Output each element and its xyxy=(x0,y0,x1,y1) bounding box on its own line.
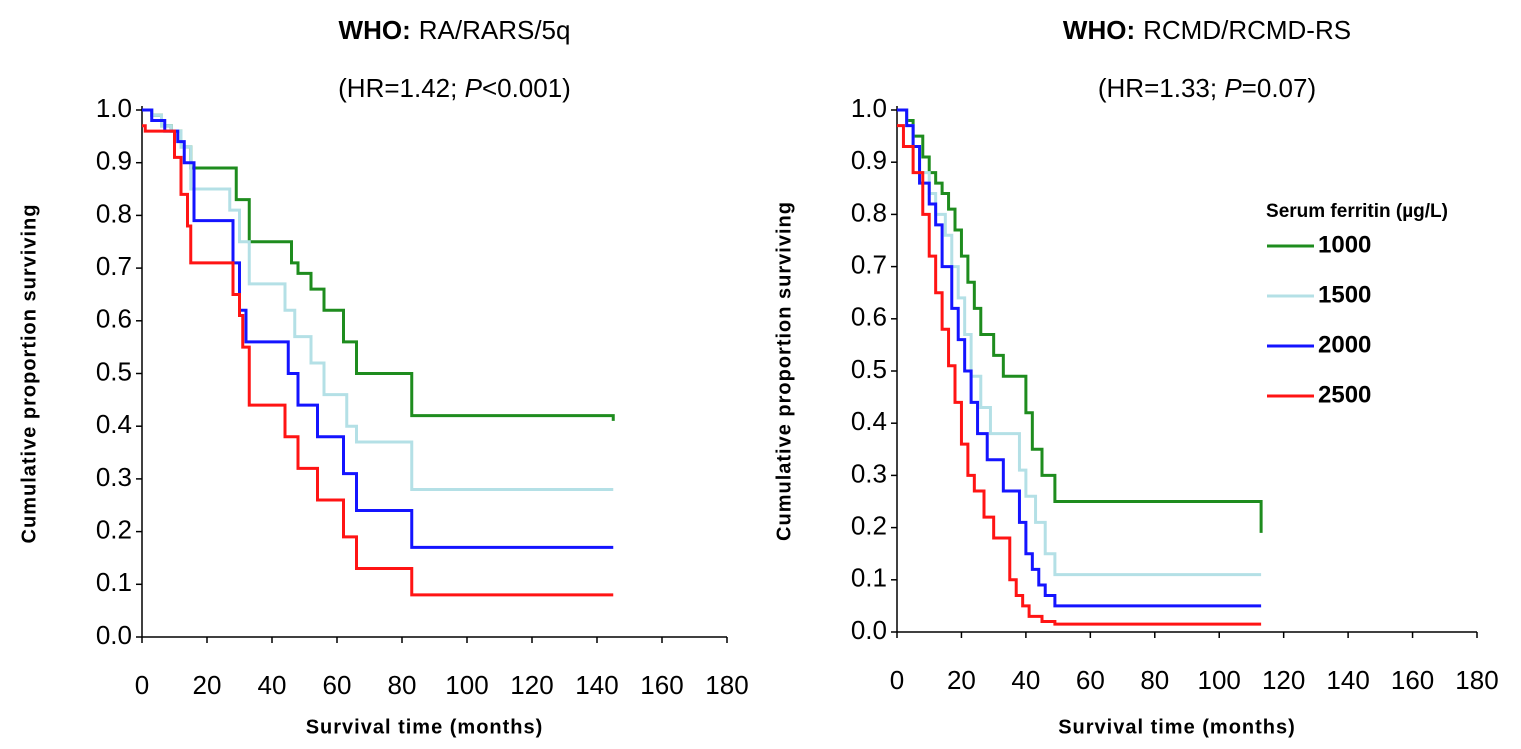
x-tick-label: 0 xyxy=(135,670,149,700)
y-tick-label: 0.5 xyxy=(96,356,132,386)
subtitle-part: =0.07) xyxy=(1242,73,1316,103)
y-tick-label: 0.1 xyxy=(851,563,887,593)
survival-line xyxy=(897,108,1262,577)
x-tick-label: 180 xyxy=(705,670,748,700)
y-tick-label: 0.6 xyxy=(851,302,887,332)
survival-line xyxy=(897,124,1262,626)
x-tick-label: 60 xyxy=(323,670,352,700)
survival-line xyxy=(897,108,1263,533)
x-tick-label: 80 xyxy=(388,670,417,700)
y-tick-label: 0.0 xyxy=(851,615,887,645)
x-tick-label: 60 xyxy=(1076,665,1105,695)
legend-label: 2000 xyxy=(1318,331,1371,358)
x-tick-label: 100 xyxy=(1198,665,1241,695)
x-tick-label: 40 xyxy=(258,670,287,700)
x-tick-label: 140 xyxy=(575,670,618,700)
survival-line xyxy=(897,108,1262,608)
y-tick-label: 0.3 xyxy=(851,458,887,488)
x-tick-label: 40 xyxy=(1011,665,1040,695)
survival-line xyxy=(142,108,614,491)
legend-label: 1000 xyxy=(1318,231,1371,258)
x-tick-label: 20 xyxy=(947,665,976,695)
y-tick-label: 0.6 xyxy=(96,304,132,334)
y-tick-label: 0.4 xyxy=(851,406,887,436)
y-tick-label: 0.2 xyxy=(851,510,887,540)
legend-title: Serum ferritin (µg/L) xyxy=(1266,201,1448,222)
y-tick-label: 0.3 xyxy=(96,462,132,492)
x-tick-label: 120 xyxy=(510,670,553,700)
y-tick-label: 0.1 xyxy=(96,567,132,597)
x-tick-label: 120 xyxy=(1262,665,1305,695)
chart-title: WHO: RCMD/RCMD-RS xyxy=(1063,15,1351,45)
subtitle-part: (HR=1.42; xyxy=(338,73,464,103)
y-tick-label: 0.5 xyxy=(851,354,887,384)
subtitle-part: P xyxy=(1224,73,1242,103)
x-tick-label: 180 xyxy=(1455,665,1498,695)
y-tick-label: 0.8 xyxy=(851,197,887,227)
legend-label: 1500 xyxy=(1318,281,1371,308)
y-tick-label: 0.2 xyxy=(96,514,132,544)
y-tick-label: 0.4 xyxy=(96,409,132,439)
legend-label: 2500 xyxy=(1318,381,1371,408)
survival-line xyxy=(142,108,614,549)
x-tick-label: 140 xyxy=(1326,665,1369,695)
x-tick-label: 20 xyxy=(193,670,222,700)
chart-subtitle: (HR=1.33; P=0.07) xyxy=(1098,73,1316,103)
chart-subtitle: (HR=1.42; P<0.001) xyxy=(338,73,571,103)
x-tick-label: 160 xyxy=(1391,665,1434,695)
y-tick-label: 0.9 xyxy=(96,146,132,176)
title-label: WHO: xyxy=(1063,15,1135,45)
y-tick-label: 0.7 xyxy=(96,251,132,281)
subtitle-part: (HR=1.33; xyxy=(1098,73,1224,103)
y-tick-label: 1.0 xyxy=(851,93,887,123)
y-tick-label: 0.8 xyxy=(96,198,132,228)
title-text: RCMD/RCMD-RS xyxy=(1143,15,1351,45)
y-tick-label: 1.0 xyxy=(96,93,132,123)
survival-line xyxy=(142,108,615,421)
x-tick-label: 0 xyxy=(890,665,904,695)
x-axis-label: Survival time (months) xyxy=(1058,716,1296,738)
x-tick-label: 100 xyxy=(445,670,488,700)
chart-title: WHO: RA/RARS/5q xyxy=(339,15,571,45)
y-tick-label: 0.7 xyxy=(851,249,887,279)
x-axis-label: Survival time (months) xyxy=(306,716,544,738)
y-tick-label: 0.0 xyxy=(96,620,132,650)
x-tick-label: 80 xyxy=(1140,665,1169,695)
title-label: WHO: xyxy=(339,15,411,45)
subtitle-part: P xyxy=(465,73,483,103)
subtitle-part: <0.001) xyxy=(482,73,571,103)
y-axis-label: Cumulative proportion surviving xyxy=(18,204,40,544)
x-tick-label: 160 xyxy=(640,670,683,700)
y-tick-label: 0.9 xyxy=(851,145,887,175)
y-axis-label: Cumulative proportion surviving xyxy=(773,201,795,541)
title-text: RA/RARS/5q xyxy=(419,15,571,45)
survival-line xyxy=(142,124,614,597)
